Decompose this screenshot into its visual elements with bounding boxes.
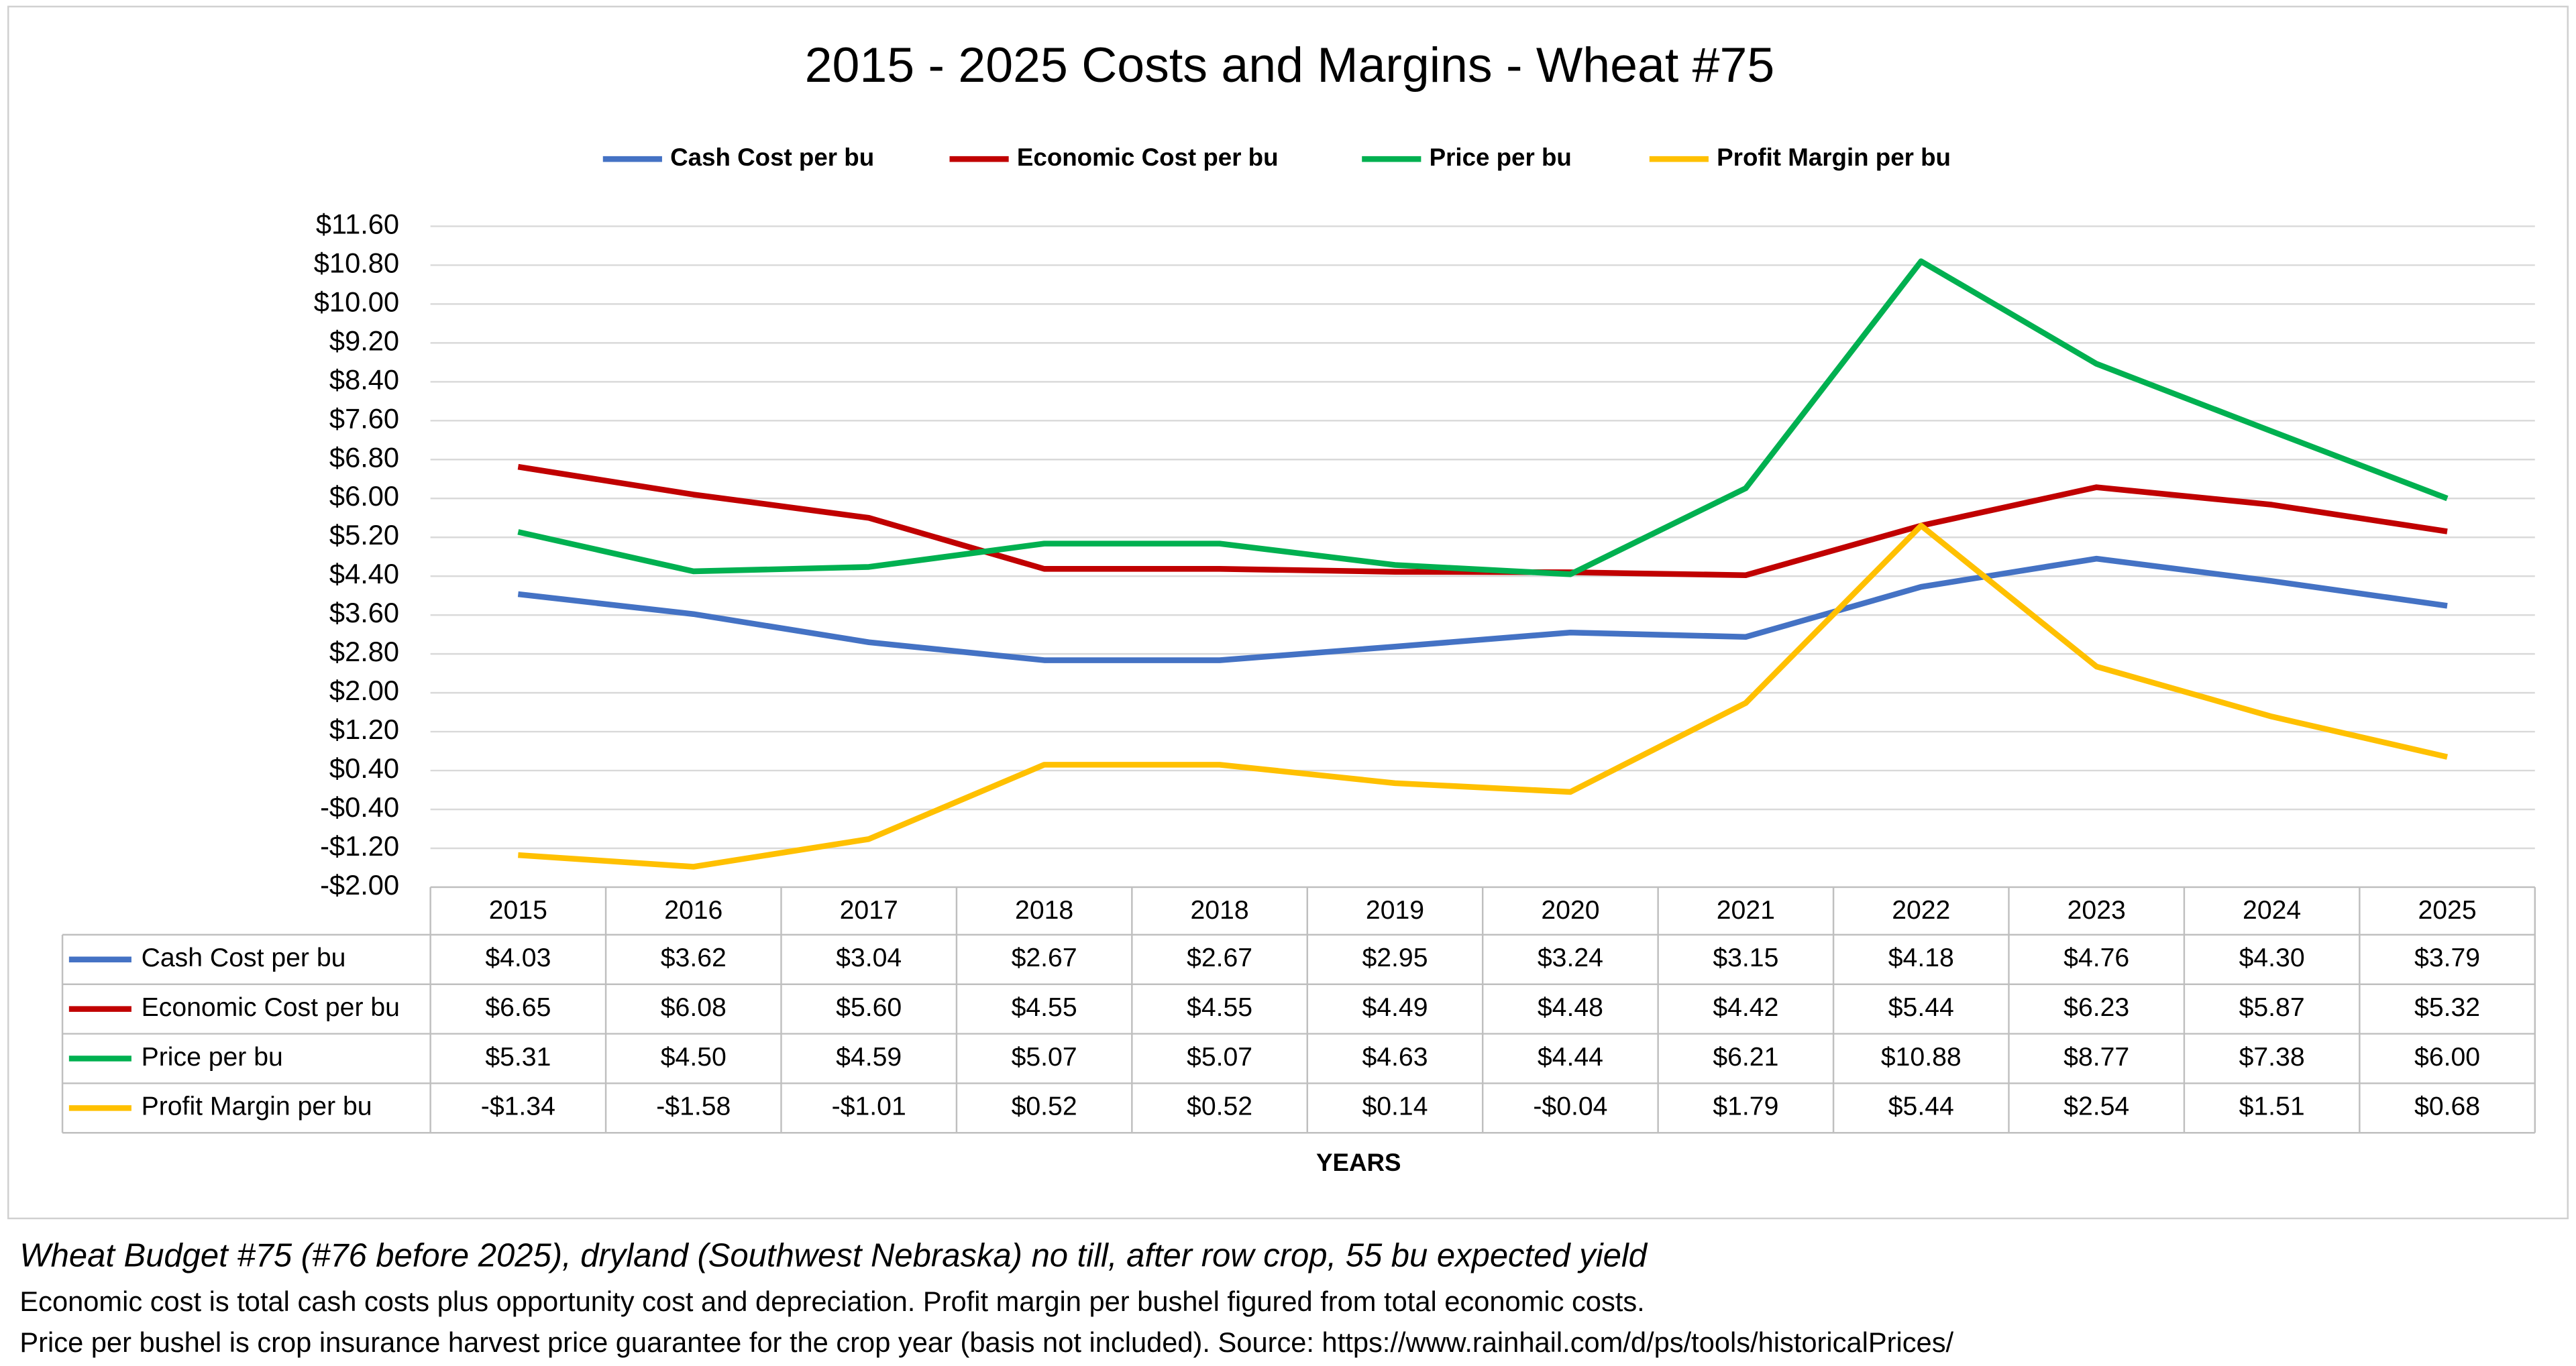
y-tick-label: $7.60 [329,402,399,434]
table-cell: $5.44 [1888,1092,1954,1121]
table-cell: $5.07 [1187,1043,1252,1072]
series-line [517,258,2449,577]
table-cell: $1.79 [1713,1092,1778,1121]
y-tick-label: $3.60 [329,597,399,628]
table-cell: $4.76 [2063,944,2129,972]
table-row-label: Cash Cost per bu [142,944,346,972]
y-tick-label: $0.40 [329,752,399,784]
y-tick-label: $2.80 [329,636,399,667]
y-tick-label: -$1.20 [320,830,399,862]
table-cell: $5.87 [2239,993,2305,1022]
table-cell: $0.14 [1362,1092,1428,1121]
table-cell: $4.55 [1187,993,1252,1022]
y-tick-label: $11.60 [316,208,399,239]
table-cell: $3.04 [836,944,902,972]
table-cell: $2.54 [2063,1092,2129,1121]
legend-label: Cash Cost per bu [670,144,874,171]
chart-title: 2015 - 2025 Costs and Margins - Wheat #7… [805,38,1775,93]
x-tick-label: 2023 [2068,896,2126,925]
y-tick-label: $8.40 [329,363,399,395]
legend-label: Profit Margin per bu [1717,144,1951,171]
table-cell: $3.15 [1713,944,1778,972]
footnote: Price per bushel is crop insurance harve… [19,1326,1953,1358]
table-cell: $2.67 [1012,944,1077,972]
table-cell: $4.50 [661,1043,727,1072]
series-line [518,522,2449,870]
table-cell: $4.55 [1012,993,1077,1022]
x-tick-label: 2024 [2243,896,2301,925]
table-cell: $5.31 [485,1043,551,1072]
series-line [517,555,2448,663]
table-cell: $5.44 [1888,993,1954,1022]
table-cell: -$1.58 [656,1092,731,1121]
table-cell: -$0.04 [1533,1092,1607,1121]
legend-label: Economic Cost per bu [1017,144,1279,171]
table-cell: $4.18 [1888,944,1954,972]
x-axis-label: YEARS [1316,1149,1401,1176]
x-tick-label: 2015 [489,896,547,925]
table-cell: $5.32 [2414,993,2480,1022]
table-cell: $4.44 [1538,1043,1603,1072]
table-cell: $0.52 [1012,1092,1077,1121]
table-cell: $4.30 [2239,944,2305,972]
x-tick-label: 2018 [1190,896,1248,925]
x-tick-label: 2021 [1717,896,1775,925]
table-cell: -$1.34 [481,1092,555,1121]
table-cell: $6.21 [1713,1043,1778,1072]
y-tick-label: $1.20 [329,714,399,745]
table-cell: $6.00 [2414,1043,2480,1072]
table-cell: $5.60 [836,993,902,1022]
table-row-label: Profit Margin per bu [142,1092,372,1121]
x-tick-label: 2018 [1015,896,1073,925]
table-cell: $4.48 [1538,993,1603,1022]
table-cell: $2.95 [1362,944,1428,972]
table-cell: $0.52 [1187,1092,1252,1121]
y-tick-label: $2.00 [329,675,399,706]
table-cell: $1.51 [2239,1092,2305,1121]
x-tick-label: 2019 [1366,896,1424,925]
y-tick-label: $10.00 [314,286,399,317]
y-tick-label: $10.80 [314,247,399,278]
table-row-label: Economic Cost per bu [142,993,400,1022]
table-cell: $10.88 [1881,1043,1962,1072]
table-cell: $3.24 [1538,944,1603,972]
y-tick-label: $6.80 [329,441,399,473]
table-cell: $4.59 [836,1043,902,1072]
x-tick-label: 2025 [2418,896,2476,925]
y-tick-label: $6.00 [329,480,399,512]
legend-label: Price per bu [1430,144,1572,171]
table-cell: $3.62 [661,944,727,972]
x-tick-label: 2017 [840,896,898,925]
x-tick-label: 2022 [1892,896,1950,925]
table-cell: $6.23 [2063,993,2129,1022]
table-cell: $7.38 [2239,1043,2305,1072]
table-cell: $4.42 [1713,993,1778,1022]
y-tick-label: $5.20 [329,519,399,551]
table-cell: $0.68 [2414,1092,2480,1121]
table-cell: $4.49 [1362,993,1428,1022]
y-tick-label: -$0.40 [320,791,399,823]
y-tick-label: $4.40 [329,558,399,589]
x-tick-label: 2020 [1541,896,1599,925]
table-row-label: Price per bu [142,1043,283,1072]
table-cell: $4.03 [485,944,551,972]
table-cell: $6.08 [661,993,727,1022]
table-cell: $4.63 [1362,1043,1428,1072]
footnote: Economic cost is total cash costs plus o… [19,1286,1644,1317]
x-tick-label: 2016 [664,896,722,925]
footnote: Wheat Budget #75 (#76 before 2025), dryl… [19,1238,1648,1274]
y-tick-label: $9.20 [329,325,399,356]
y-tick-label: -$2.00 [320,869,399,901]
table-cell: $2.67 [1187,944,1252,972]
table-cell: $8.77 [2063,1043,2129,1072]
table-cell: $3.79 [2414,944,2480,972]
table-cell: $6.65 [485,993,551,1022]
table-cell: $5.07 [1012,1043,1077,1072]
chart-border [7,5,2569,1220]
table-cell: -$1.01 [832,1092,906,1121]
